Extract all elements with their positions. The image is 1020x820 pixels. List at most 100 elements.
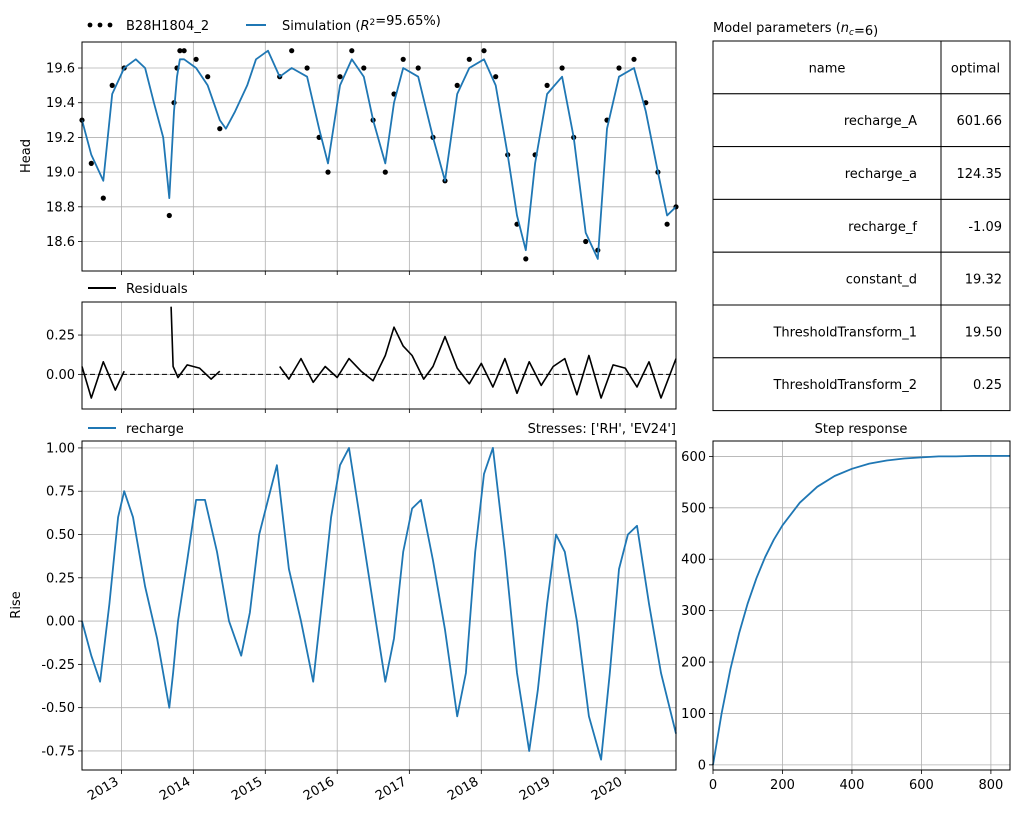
step-grid	[712, 441, 1010, 770]
observed-point	[631, 56, 637, 62]
table-param-name: ThresholdTransform_1	[772, 325, 917, 340]
y-tick-label: 19.2	[46, 131, 75, 146]
step-axes-frame	[712, 440, 1011, 771]
observed-point	[361, 65, 367, 71]
recharge-ylabel: Rise	[9, 591, 24, 618]
observed-point	[289, 48, 295, 54]
x-tick-label: 0	[709, 778, 717, 793]
table-cell	[712, 304, 942, 359]
residuals-legend: Residuals	[88, 282, 188, 297]
y-tick-label: 0.25	[46, 329, 75, 344]
legend-observed-marker	[87, 22, 93, 28]
x-tick-label: 200	[770, 778, 795, 793]
stresses-annotation: Stresses: ['RH', 'EV24']	[528, 422, 676, 437]
y-tick-label: 0.00	[46, 368, 75, 383]
recharge-panel: -0.75 -0.50 -0.25 0.00 0.25 0.50 0.75 1.00 2013…	[9, 422, 677, 804]
step-title: Step response	[815, 422, 908, 437]
table-header-name: name	[809, 61, 846, 76]
observed-point	[166, 212, 172, 219]
y-tick-label: 400	[681, 553, 706, 568]
table-param-value: -1.09	[968, 220, 1002, 235]
y-tick-label: 600	[681, 450, 706, 465]
table-param-name: recharge_A	[844, 114, 917, 129]
table-cell	[712, 251, 942, 306]
observed-point	[109, 82, 115, 88]
head-axes-frame	[81, 41, 677, 272]
simulation-series	[81, 49, 677, 260]
residuals-panel: 0.00 0.25 Residuals	[46, 282, 677, 413]
step-xticks: 0 200 400 600 800	[709, 770, 1003, 793]
table-param-value: 19.32	[965, 273, 1002, 288]
y-tick-label: 0.75	[46, 485, 75, 500]
head-legend: B28H1804_2 Simulation (R2=95.65%)	[87, 14, 441, 34]
observed-point	[454, 82, 460, 88]
table-param-value: 19.50	[965, 325, 1002, 340]
head-panel: 18.6 18.8 19.0 19.2 19.4 19.6 Head B28H1804_2…	[19, 14, 679, 275]
y-tick-label: -0.25	[41, 658, 75, 673]
table-param-value: 124.35	[957, 167, 1003, 182]
legend-recharge-label: recharge	[126, 422, 184, 437]
step-yticks: 0 100 200 300 400 500 600	[681, 450, 713, 773]
observed-point	[559, 65, 565, 71]
table-title: Model parameters (nc=6)	[713, 21, 878, 39]
x-tick-label: 2018	[445, 774, 481, 804]
observed-point	[382, 169, 388, 175]
table-cell	[940, 304, 1011, 359]
y-tick-label: -0.75	[41, 744, 75, 759]
x-tick-label: 2019	[517, 774, 553, 804]
residuals-line	[279, 326, 677, 399]
head-yticks: 18.6 18.8 19.0 19.2 19.4 19.6	[46, 62, 82, 250]
observed-point	[217, 126, 223, 132]
simulation-line	[81, 49, 677, 260]
table-cell	[712, 40, 942, 95]
table-cell	[940, 251, 1011, 306]
recharge-xticks: 2013 2014 2015 2016 2017 2018 2019 2020	[85, 774, 625, 804]
observed-point	[400, 56, 406, 62]
observed-series	[79, 48, 679, 262]
table-cell	[712, 93, 942, 148]
y-tick-label: 100	[681, 707, 706, 722]
observed-point	[205, 74, 211, 80]
y-tick-label: 19.0	[46, 166, 75, 181]
x-tick-label: 2015	[229, 774, 265, 804]
residuals-line	[170, 306, 221, 380]
y-tick-label: 0	[698, 758, 706, 773]
table-param-name: recharge_a	[845, 167, 917, 182]
table-cell	[940, 198, 1011, 253]
observed-point	[481, 48, 487, 54]
y-tick-label: 1.00	[46, 441, 75, 456]
x-tick-label: 800	[978, 778, 1003, 793]
observed-point	[523, 256, 529, 262]
table-cell	[712, 146, 942, 200]
table-cell	[940, 357, 1011, 412]
legend-observed-marker	[107, 22, 113, 28]
observed-point	[100, 195, 106, 201]
observed-point	[616, 65, 622, 71]
observed-point	[337, 74, 343, 80]
recharge-grid	[82, 441, 676, 774]
head-ylabel: Head	[19, 139, 34, 173]
residuals-axes-frame	[81, 301, 677, 410]
y-tick-label: 200	[681, 656, 706, 671]
x-tick-label: 2016	[301, 774, 337, 804]
observed-point	[493, 74, 499, 80]
residuals-yticks: 0.00 0.25	[46, 329, 82, 383]
step-line	[712, 454, 1010, 766]
observed-point	[325, 169, 331, 175]
table-header-optimal: optimal	[951, 61, 1000, 76]
x-tick-label: 2017	[373, 774, 409, 804]
observed-point	[193, 56, 199, 62]
y-tick-label: 0.50	[46, 528, 75, 543]
y-tick-label: 19.4	[46, 96, 75, 111]
table-cell	[940, 146, 1011, 200]
x-tick-label: 2020	[589, 774, 625, 804]
y-tick-label: 300	[681, 604, 706, 619]
observed-point	[583, 238, 589, 245]
recharge-axes-frame	[81, 440, 677, 771]
observed-point	[349, 48, 355, 54]
y-tick-label: 18.8	[46, 200, 75, 215]
table-param-name: recharge_f	[848, 220, 917, 235]
residuals-series	[81, 306, 677, 399]
y-tick-label: -0.50	[41, 701, 75, 716]
table-cell	[940, 40, 1011, 95]
